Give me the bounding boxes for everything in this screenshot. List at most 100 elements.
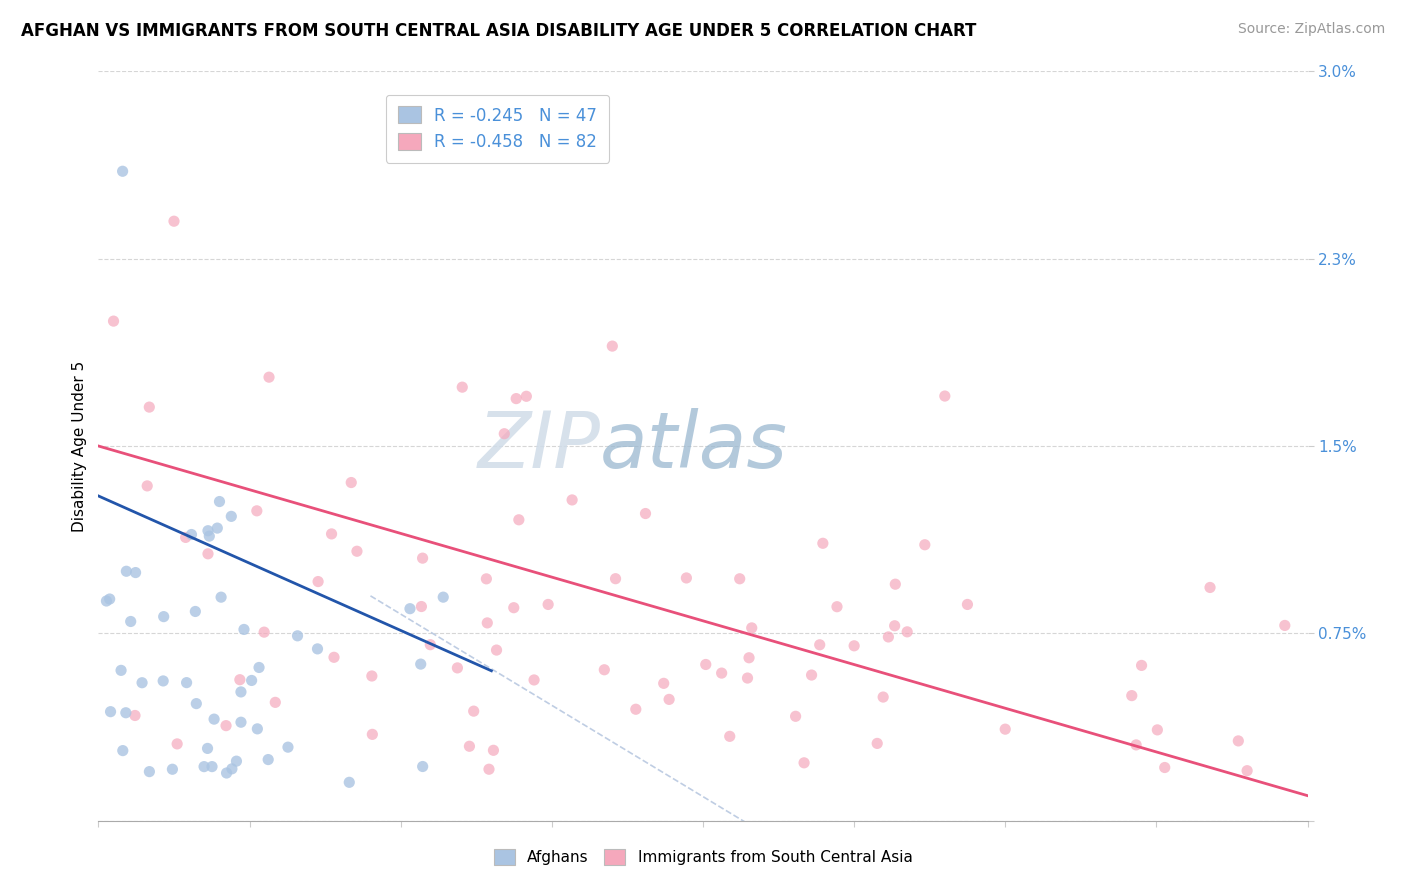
Point <box>412 551 434 566</box>
Point <box>247 660 270 674</box>
Point <box>877 630 900 644</box>
Point <box>494 426 516 441</box>
Point <box>808 638 831 652</box>
Point <box>508 513 530 527</box>
Point <box>98 592 121 607</box>
Point <box>163 214 186 228</box>
Point <box>246 722 269 736</box>
Point <box>360 669 382 683</box>
Point <box>793 756 815 770</box>
Point <box>246 504 269 518</box>
Point <box>458 739 481 754</box>
Point <box>561 492 583 507</box>
Point <box>180 527 202 541</box>
Point <box>502 600 524 615</box>
Point <box>695 657 717 672</box>
Point <box>152 673 174 688</box>
Point <box>825 599 848 614</box>
Point <box>240 673 263 688</box>
Point <box>866 736 889 750</box>
Point <box>1227 734 1250 748</box>
Point <box>537 598 560 612</box>
Point <box>844 639 866 653</box>
Legend: Afghans, Immigrants from South Central Asia: Afghans, Immigrants from South Central A… <box>486 842 920 873</box>
Point <box>1130 658 1153 673</box>
Point <box>197 547 219 561</box>
Point <box>811 536 834 550</box>
Point <box>201 759 224 773</box>
Point <box>872 690 894 704</box>
Point <box>229 715 252 730</box>
Point <box>215 766 238 780</box>
Point <box>1121 689 1143 703</box>
Point <box>138 400 160 414</box>
Text: atlas: atlas <box>600 408 789 484</box>
Point <box>737 671 759 685</box>
Point <box>162 762 184 776</box>
Point <box>100 705 122 719</box>
Point <box>658 692 681 706</box>
Point <box>800 668 823 682</box>
Point <box>198 529 221 543</box>
Point <box>186 697 208 711</box>
Point <box>229 673 252 687</box>
Point <box>287 629 309 643</box>
Point <box>221 762 243 776</box>
Point <box>652 676 675 690</box>
Point <box>103 314 125 328</box>
Point <box>463 704 485 718</box>
Point <box>675 571 697 585</box>
Point <box>934 389 956 403</box>
Point <box>115 564 138 578</box>
Point <box>994 722 1017 736</box>
Y-axis label: Disability Age Under 5: Disability Age Under 5 <box>72 360 87 532</box>
Point <box>515 389 537 403</box>
Point <box>505 392 527 406</box>
Point <box>523 673 546 687</box>
Point <box>197 524 219 538</box>
Text: ZIP: ZIP <box>477 408 600 484</box>
Point <box>131 675 153 690</box>
Point <box>337 775 360 789</box>
Point <box>451 380 474 394</box>
Point <box>111 164 134 178</box>
Point <box>257 370 280 384</box>
Point <box>277 740 299 755</box>
Point <box>138 764 160 779</box>
Point <box>257 753 280 767</box>
Point <box>728 572 751 586</box>
Point <box>1146 723 1168 737</box>
Point <box>124 566 146 580</box>
Point <box>207 521 229 535</box>
Point <box>120 615 142 629</box>
Point <box>409 657 432 672</box>
Point <box>110 664 132 678</box>
Point <box>115 706 138 720</box>
Text: AFGHAN VS IMMIGRANTS FROM SOUTH CENTRAL ASIA DISABILITY AGE UNDER 5 CORRELATION : AFGHAN VS IMMIGRANTS FROM SOUTH CENTRAL … <box>21 22 976 40</box>
Point <box>602 339 624 353</box>
Point <box>785 709 807 723</box>
Point <box>884 577 907 591</box>
Point <box>96 594 118 608</box>
Point <box>340 475 363 490</box>
Point <box>323 650 346 665</box>
Point <box>624 702 647 716</box>
Point <box>399 601 422 615</box>
Point <box>233 623 256 637</box>
Point <box>321 527 343 541</box>
Point <box>361 727 384 741</box>
Point <box>419 638 441 652</box>
Point <box>914 538 936 552</box>
Text: Source: ZipAtlas.com: Source: ZipAtlas.com <box>1237 22 1385 37</box>
Point <box>202 712 225 726</box>
Point <box>475 572 498 586</box>
Point <box>883 619 905 633</box>
Point <box>741 621 763 635</box>
Point <box>634 507 657 521</box>
Point <box>1199 581 1222 595</box>
Point <box>197 741 219 756</box>
Point <box>1236 764 1258 778</box>
Point <box>209 590 232 604</box>
Point <box>710 666 733 681</box>
Point <box>718 729 741 743</box>
